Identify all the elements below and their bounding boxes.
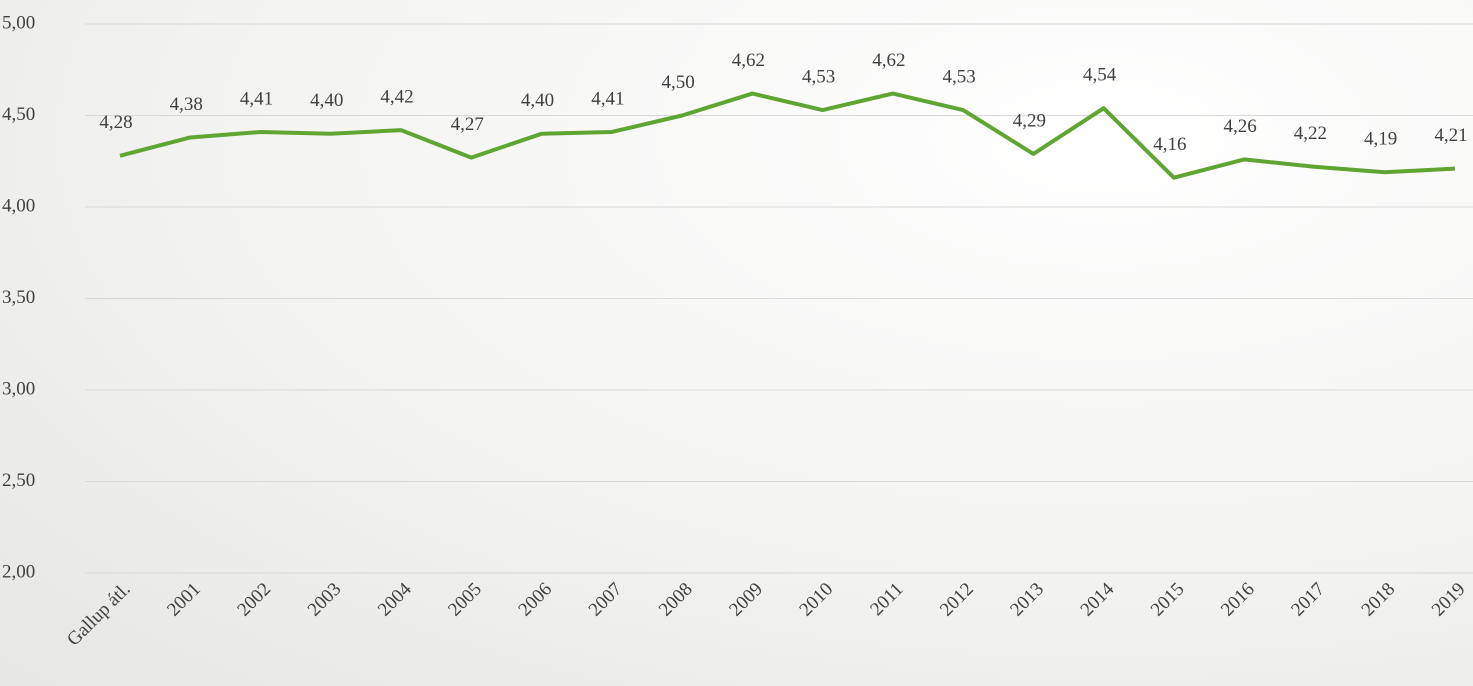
data-label: 4,22: [1294, 123, 1327, 144]
x-tick-label: 2004: [374, 578, 416, 620]
data-label: 4,41: [591, 88, 624, 109]
data-label: 4,62: [732, 50, 765, 71]
x-tick-label: 2014: [1077, 578, 1119, 620]
x-tick-label: 2003: [304, 579, 346, 621]
data-label: 4,28: [99, 112, 132, 133]
data-label: 4,29: [1013, 110, 1046, 131]
x-tick-label: 2017: [1287, 579, 1329, 621]
x-tick-label: 2010: [795, 579, 837, 621]
x-tick-label: 2009: [725, 579, 767, 621]
y-tick-label: 4,50: [2, 104, 35, 125]
x-tick-label: 2002: [233, 579, 275, 621]
data-label: 4,62: [872, 50, 905, 71]
x-tick-label: 2006: [514, 579, 556, 621]
data-label: 4,27: [451, 114, 484, 135]
data-label: 4,42: [380, 86, 413, 107]
x-tick-label: 2013: [1006, 579, 1048, 621]
data-label: 4,21: [1434, 125, 1467, 146]
x-tick-label: 2005: [444, 579, 486, 621]
x-tick-label: 2012: [936, 579, 978, 621]
data-label: 4,19: [1364, 129, 1397, 150]
data-label: 4,40: [521, 90, 554, 111]
y-tick-label: 2,00: [2, 561, 35, 582]
data-label: 4,50: [661, 72, 694, 93]
data-label: 4,53: [942, 66, 975, 87]
y-tick-label: 2,50: [2, 470, 35, 491]
data-label: 4,16: [1153, 134, 1186, 155]
data-line: [119, 91, 1456, 180]
y-tick-label: 3,50: [2, 287, 35, 308]
data-label: 4,26: [1224, 116, 1257, 137]
x-tick-label: 2015: [1147, 579, 1189, 621]
data-label: 4,38: [170, 94, 203, 115]
data-label: 4,53: [802, 66, 835, 87]
data-label: 4,40: [310, 90, 343, 111]
x-tick-label: 2019: [1428, 579, 1470, 621]
x-tick-label: Gallup átl.: [63, 579, 135, 651]
data-label: 4,41: [240, 88, 273, 109]
x-tick-label: 2018: [1358, 579, 1400, 621]
y-tick-label: 5,00: [2, 12, 35, 33]
x-tick-label: 2007: [585, 579, 627, 621]
x-tick-label: 2008: [655, 579, 697, 621]
data-label: 4,54: [1083, 65, 1117, 86]
x-tick-label: 2016: [1217, 579, 1259, 621]
y-tick-label: 3,00: [2, 378, 35, 399]
y-tick-label: 4,00: [2, 195, 35, 216]
x-tick-label: 2001: [163, 579, 205, 621]
x-tick-label: 2011: [866, 579, 907, 620]
